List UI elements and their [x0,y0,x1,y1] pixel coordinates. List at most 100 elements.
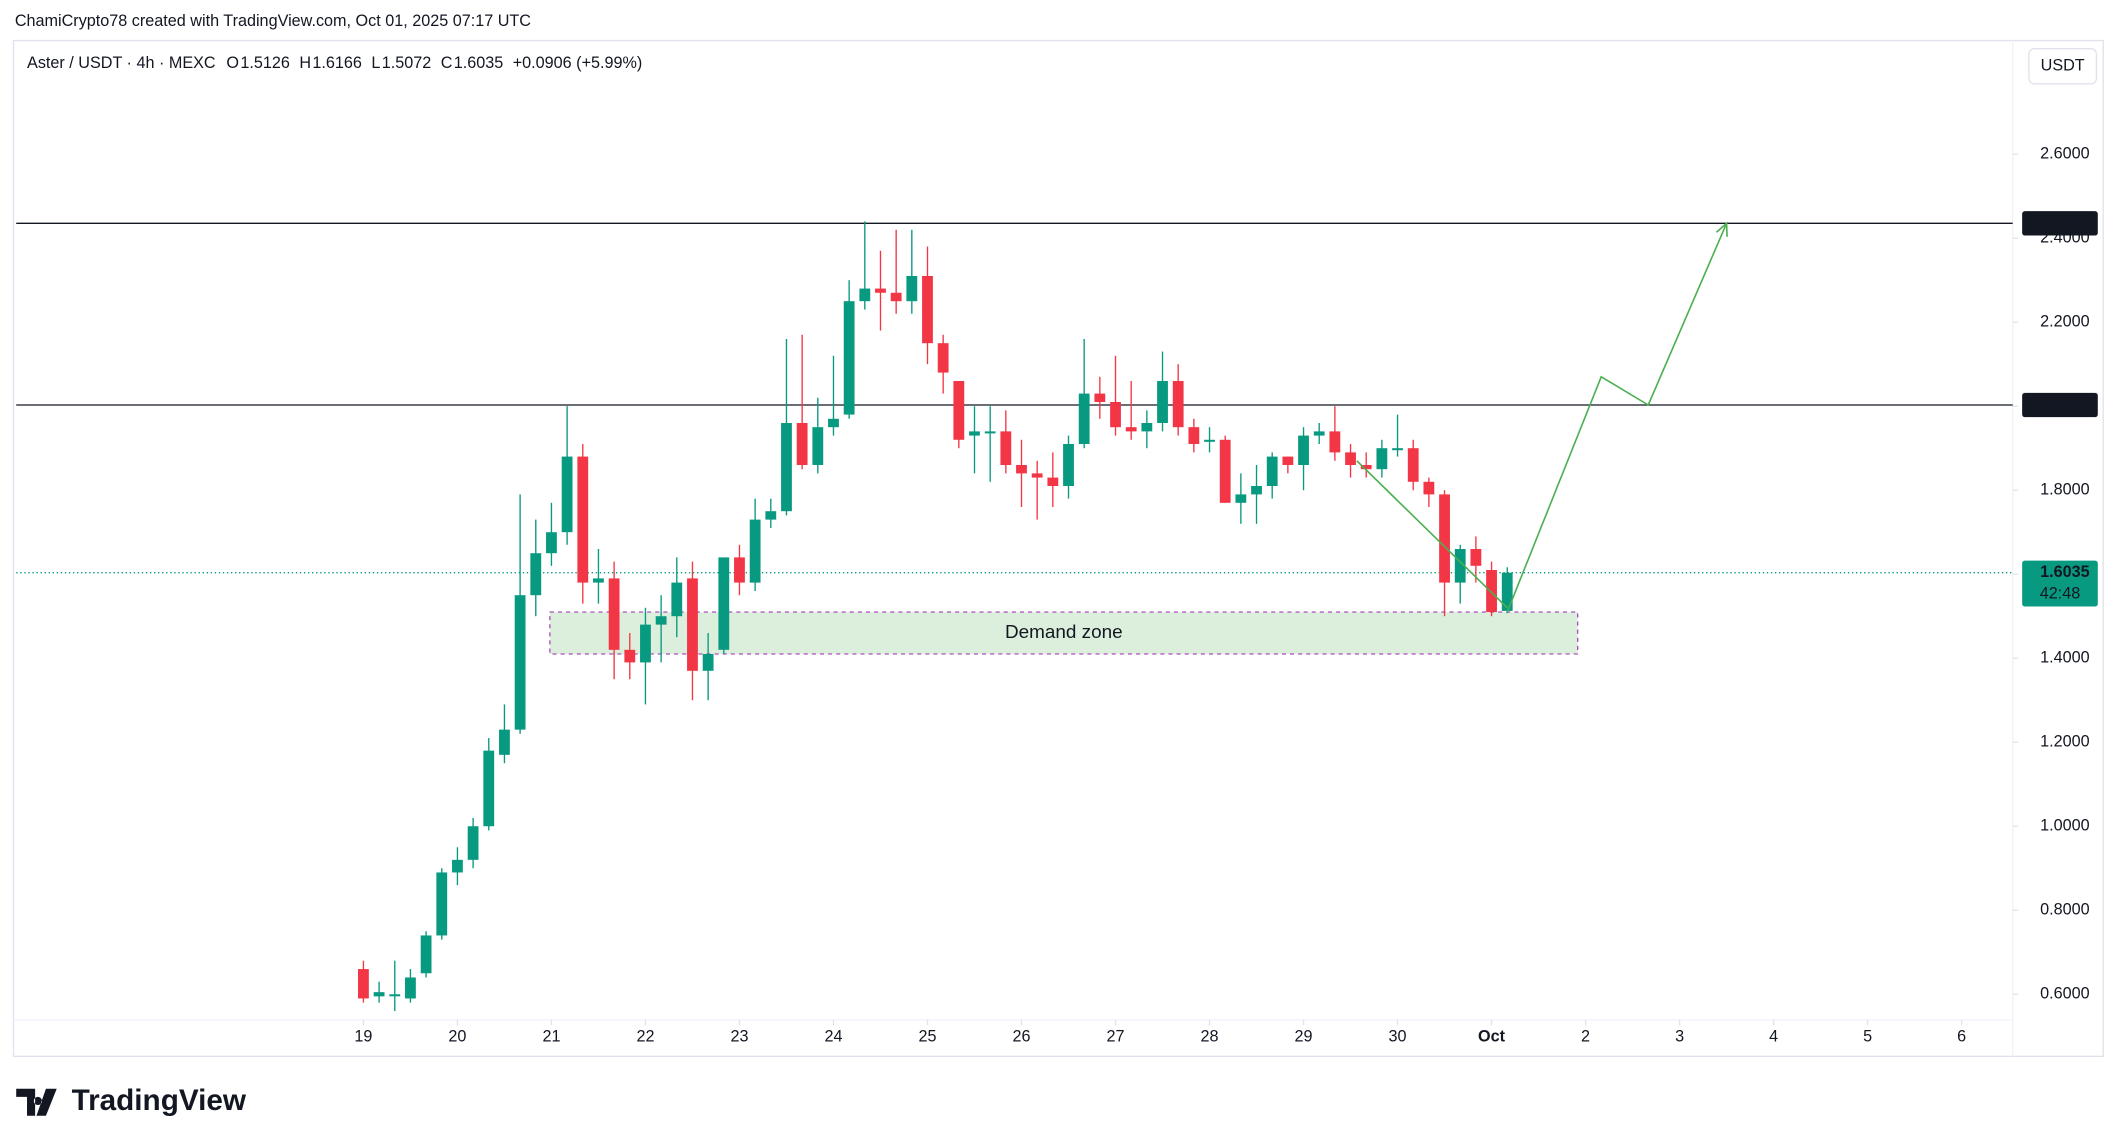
y-tick-label: 0.8000 [2040,901,2090,919]
chart-frame [12,39,2104,1058]
last-price-bg [2022,560,2098,607]
candle-body [781,422,792,512]
x-tick-label: 30 [1389,1028,1407,1046]
candle-body [358,969,369,999]
x-tick-label: 4 [1769,1028,1778,1046]
candle-body [734,557,745,583]
candle-body [1204,439,1215,442]
candle-body [922,275,933,344]
candle-body [859,288,871,302]
candle-body [1016,464,1027,474]
demand-zone-label: Demand zone [1005,622,1123,643]
candle-body [640,624,651,663]
candle-body [530,553,542,596]
level-label-bg [2022,211,2098,236]
level-label-bg [2022,392,2098,418]
y-tick-label: 1.0000 [2040,817,2090,835]
header-text: +0.0906 (+5.99%) [513,54,643,72]
attribution: ChamiCrypto78 created with TradingView.c… [15,12,531,30]
candle-body [843,301,855,415]
candle-body [1470,549,1482,566]
logo-text: TradingView [72,1084,247,1117]
candle-body [1172,380,1184,428]
candle-body [483,750,495,827]
candle-body [1031,473,1043,478]
candle-body [1298,435,1309,465]
candle-body [577,456,589,583]
candle-body [718,557,730,650]
candle-body [1078,393,1090,444]
symbol-header: Aster / USDT · 4h · MEXC O 1.5126 H 1.6166 L 1… [27,54,642,72]
header-text: Aster / USDT · 4h · MEXC [27,54,216,72]
countdown: 42:48 [2040,585,2081,603]
candle-body [1392,448,1403,451]
candle-body [875,288,886,293]
candle-body [1407,448,1419,482]
currency-button[interactable] [2028,47,2098,85]
candle-body [1454,549,1466,583]
candle-body [1000,431,1012,465]
candle-body [608,578,620,650]
y-tick-label: 2.2000 [2040,312,2090,330]
candle-body [953,380,965,440]
header-text: O [226,54,239,72]
candle-body [749,519,761,583]
y-tick-label: 1.4000 [2040,648,2090,666]
candle-body [389,994,401,997]
candle-body [1219,439,1231,503]
level-label: 2.0028 [2040,395,2090,413]
candle-body [1439,494,1450,583]
candle-body [796,422,808,465]
header-text: L [371,54,380,72]
candle-body [1188,427,1200,444]
candle-body [1329,431,1341,453]
candle-body [969,431,980,436]
candle-body [1125,427,1137,432]
x-tick-label: 28 [1201,1028,1219,1046]
candle-body [687,578,698,671]
candle-body [1376,448,1388,470]
currency-label[interactable]: USDT [2041,57,2085,75]
candle-body [702,654,714,671]
candle-body [546,532,557,554]
candle-body [1063,443,1074,486]
candle-body [514,595,526,730]
candle-body [405,977,416,999]
candle-body [1266,456,1278,486]
candle-body [1313,431,1325,436]
candle-body [1360,464,1372,470]
arrow-head [1715,221,1728,237]
candle-body [1141,422,1153,432]
candle-body [452,859,463,873]
header-text: 1.5126 [240,54,290,72]
header-text: 1.5072 [382,54,432,72]
candle-body [1251,485,1262,495]
x-tick-label: 22 [636,1028,654,1046]
candle-body [906,275,918,302]
x-tick-label: 6 [1957,1028,1966,1046]
x-tick-label: 24 [824,1028,842,1046]
logo-icon [16,1088,57,1116]
candle-body [1423,481,1435,495]
candle-body [1047,477,1059,486]
x-tick-label: 25 [918,1028,936,1046]
last-price-label: 1.6035 [2040,563,2090,581]
candle-body [890,292,902,302]
x-tick-label: 21 [542,1028,560,1046]
candle-body [420,935,432,974]
trend-line [1356,460,1508,609]
candle-body [1094,393,1106,402]
x-tick-label: 26 [1012,1028,1030,1046]
x-tick-label: 5 [1863,1028,1872,1046]
y-tick-label: 1.2000 [2040,733,2090,751]
candle-body [1345,452,1356,465]
candle-body [937,343,949,373]
candle-body [1501,572,1513,611]
candle-body [671,582,683,617]
x-tick-label: 23 [730,1028,748,1046]
x-tick-label: 19 [354,1028,372,1046]
x-tick-label: 27 [1107,1028,1125,1046]
candle-body [655,616,667,625]
level-label: 2.4353 [2040,214,2090,232]
